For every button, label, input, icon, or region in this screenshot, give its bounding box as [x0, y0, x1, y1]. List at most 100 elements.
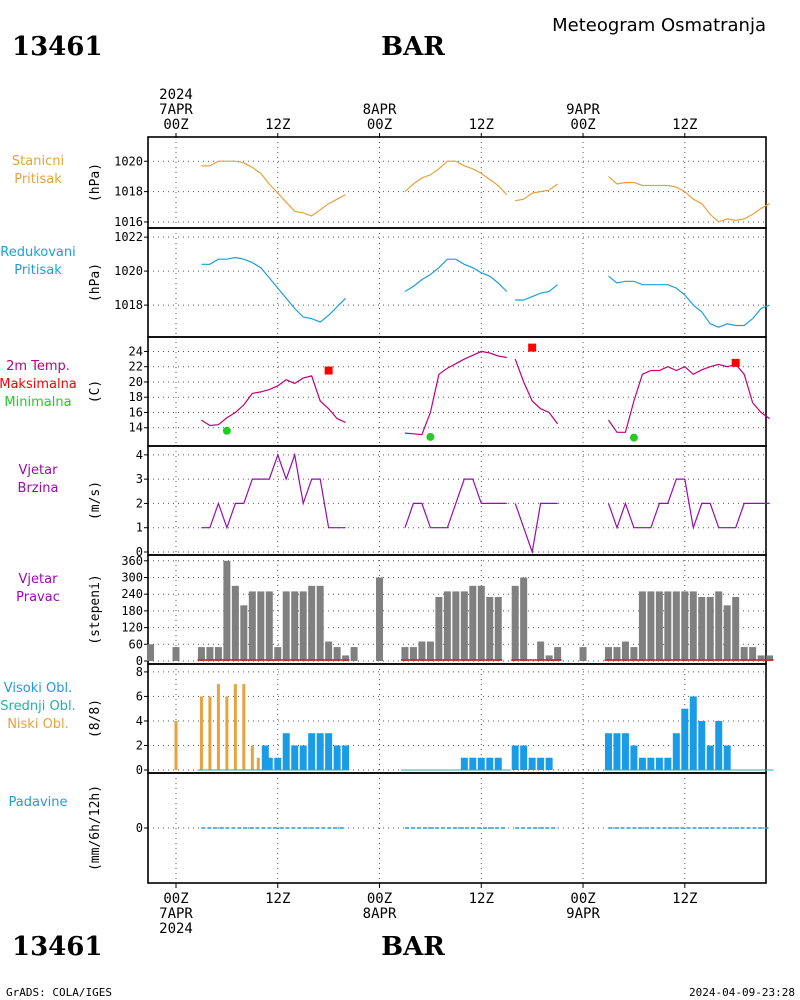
cloud-bar-high — [638, 757, 646, 770]
wind-dir-bar — [460, 591, 468, 661]
wind-dir-bar — [638, 591, 646, 661]
footer-left: GrADS: COLA/IGES — [6, 986, 112, 999]
panel-4: 0 60 120 180 240 300 360 (stepeni) Vjetar Pravac — [16, 554, 774, 668]
wind-dir-bar — [749, 647, 757, 661]
cloud-bar-high — [537, 757, 545, 770]
panel-label: Vjetar — [19, 572, 59, 587]
panel-label: Minimalna — [4, 395, 71, 410]
cloud-bar-low — [233, 684, 237, 770]
bottom-time-label: 8APR — [363, 906, 397, 922]
wind-dir-bar — [655, 591, 663, 661]
station-id-top: 13461 — [12, 32, 102, 62]
cloud-bar-high — [469, 757, 477, 770]
wind-dir-bar — [520, 577, 528, 661]
wind-dir-bar — [698, 596, 706, 661]
cloud-bar-high — [528, 757, 536, 770]
bottom-time-label: 12Z — [469, 891, 494, 907]
panel-label: Vjetar — [19, 463, 59, 478]
wind-dir-bar — [732, 596, 740, 661]
wind-dir-bar — [443, 591, 451, 661]
cloud-bar-high — [494, 757, 502, 770]
wind-dir-bar — [418, 641, 426, 661]
wind-dir-bar — [316, 585, 324, 661]
wind-dir-bar — [689, 591, 697, 661]
series-line-2 — [514, 358, 559, 425]
wind-dir-bar — [647, 591, 655, 661]
ytick-label: 0 — [136, 821, 143, 835]
ytick-label: 240 — [121, 587, 143, 601]
ytick-label: 1018 — [114, 298, 143, 312]
series-line-3 — [608, 363, 754, 433]
series-line-0 — [201, 256, 347, 323]
wind-dir-bar — [426, 641, 434, 661]
wind-dir-bar — [147, 644, 155, 661]
y-axis-label: (8/8) — [88, 699, 103, 738]
station-id-bottom: 13461 — [12, 932, 102, 962]
series-line-3 — [608, 175, 753, 223]
wind-dir-bar — [604, 647, 612, 661]
wind-dir-bar — [299, 591, 307, 661]
cloud-bar-low — [242, 684, 246, 770]
cloud-bar-high — [604, 733, 612, 770]
wind-dir-bar — [248, 591, 256, 661]
cloud-bar-high — [681, 708, 689, 770]
wind-dir-bar — [308, 585, 316, 661]
meteogram-title: Meteogram Osmatranja — [552, 15, 766, 36]
station-name-top: BAR — [381, 32, 445, 62]
wind-dir-bar — [206, 647, 214, 661]
top-time-label: 8APR — [363, 102, 397, 118]
cloud-bar-high — [299, 745, 307, 770]
wind-dir-bar — [545, 655, 553, 661]
cloud-bar-high — [672, 733, 680, 770]
cloud-bar-high — [460, 757, 468, 770]
cloud-bar-low — [174, 720, 178, 770]
wind-dir-bar — [350, 647, 358, 661]
wind-dir-bar — [333, 647, 341, 661]
wind-dir-bar — [257, 591, 265, 661]
cloud-bar-low — [199, 696, 203, 770]
cloud-bar-high — [316, 733, 324, 770]
ytick-label: 60 — [129, 637, 143, 651]
cloud-bar-high — [511, 745, 519, 770]
bottom-time-label: 12Z — [265, 891, 290, 907]
ytick-label: 20 — [129, 375, 143, 389]
panel-frame — [147, 227, 767, 338]
ytick-label: 1018 — [114, 185, 143, 199]
wind-dir-bar — [274, 647, 282, 661]
cloud-bar-low — [216, 684, 220, 770]
panel-3: 0 1 2 3 4 (m/s) Vjetar Brzina — [18, 445, 770, 559]
wind-dir-bar — [342, 655, 350, 661]
wind-dir-bar — [435, 596, 443, 661]
wind-dir-bar — [706, 596, 714, 661]
top-time-label: 9APR — [566, 102, 600, 118]
top-time-label: 00Z — [367, 117, 392, 133]
ytick-label: 0 — [136, 763, 143, 777]
cloud-bar-low — [225, 696, 229, 770]
cloud-bar-high — [333, 745, 341, 770]
series-line-2 — [515, 183, 558, 202]
top-time-label: 12Z — [265, 117, 290, 133]
series-line-3 — [608, 275, 753, 328]
wind-dir-bar — [715, 591, 723, 661]
ytick-label: 1 — [136, 521, 143, 535]
wind-dir-bar — [511, 585, 519, 661]
panel-label: Pritisak — [14, 172, 62, 187]
cloud-bar-high — [325, 733, 333, 770]
wind-dir-bar — [486, 596, 494, 661]
wind-dir-bar — [740, 647, 748, 661]
max-temp-marker — [731, 358, 740, 367]
series-line-0 — [201, 160, 346, 217]
ytick-label: 4 — [136, 714, 143, 728]
ytick-label: 8 — [136, 665, 143, 679]
wind-dir-bar — [613, 647, 621, 661]
ytick-label: 1020 — [114, 154, 143, 168]
panel-label: 2m Temp. — [6, 359, 70, 374]
bottom-time-label: 00Z — [570, 891, 595, 907]
ytick-label: 2 — [136, 738, 143, 752]
wind-dir-bar — [240, 605, 248, 661]
cloud-bar-low — [250, 745, 254, 770]
cloud-bar-high — [655, 757, 663, 770]
y-axis-label: (mm/6h/12h) — [88, 785, 103, 871]
series-line-4 — [752, 402, 770, 420]
station-name-bottom: BAR — [381, 932, 445, 962]
